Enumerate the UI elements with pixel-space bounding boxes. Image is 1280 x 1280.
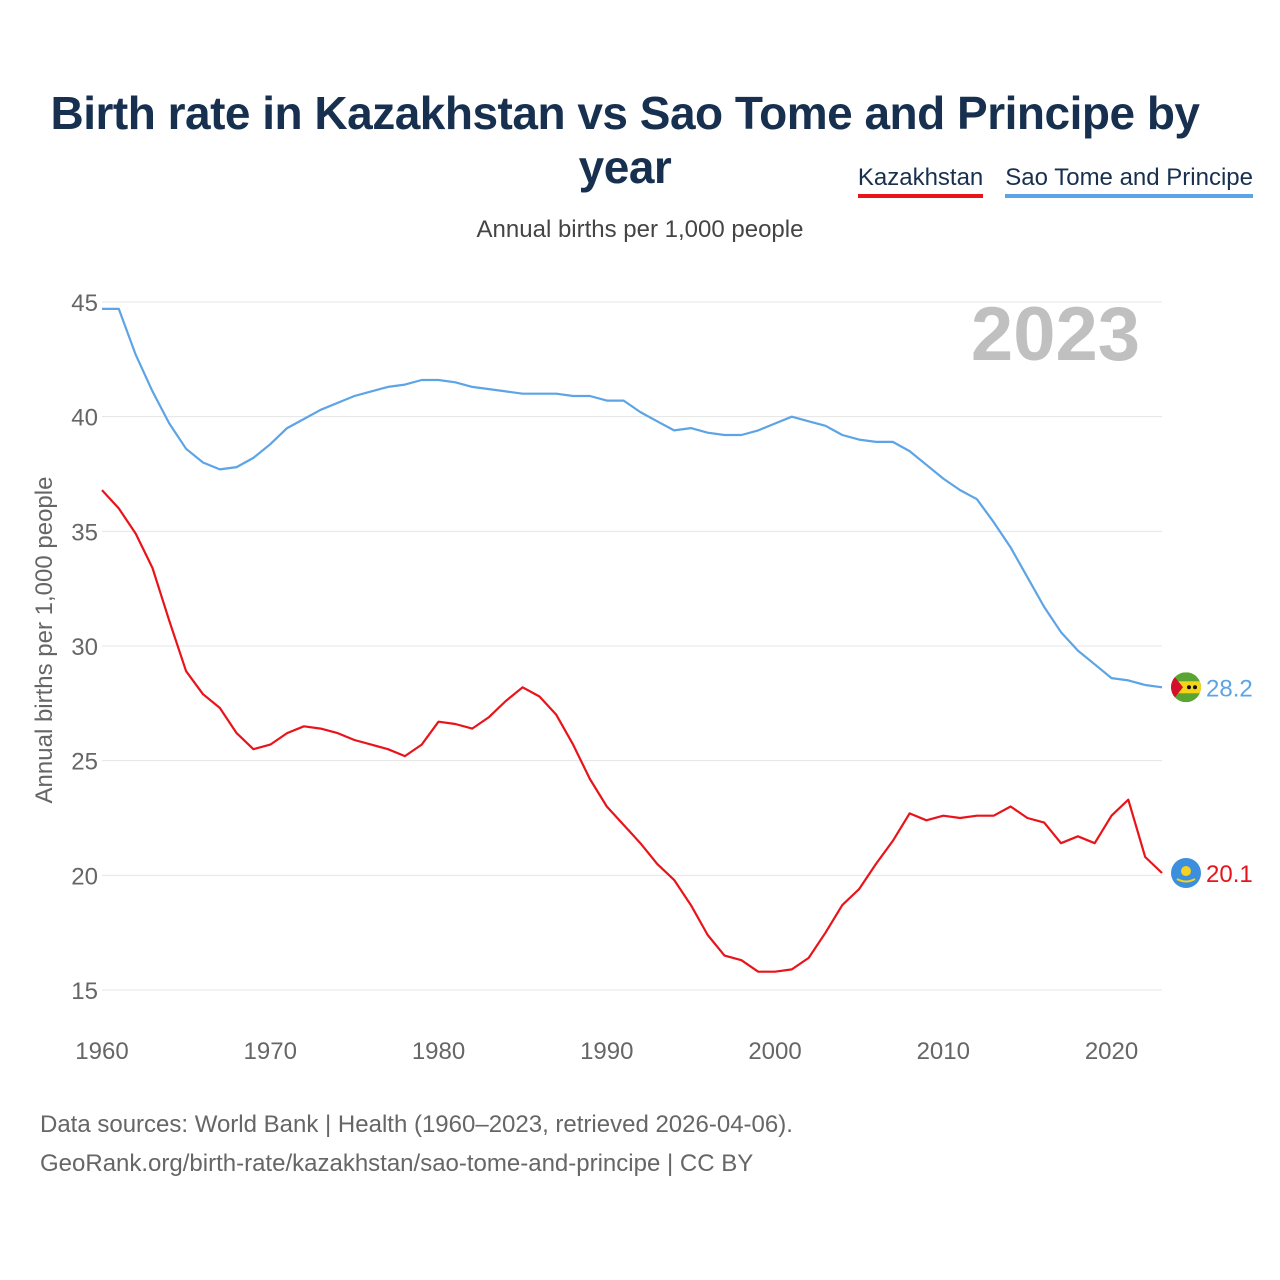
y-tick-labels: 15 20 25 30 35 40 45 <box>71 290 98 1005</box>
x-tick-labels: 1960 1970 1980 1990 2000 2010 2020 <box>75 1038 1138 1065</box>
x-tick-2010: 2010 <box>917 1038 970 1065</box>
y-tick-35: 35 <box>71 519 98 546</box>
flag-icon-kazakhstan <box>1171 858 1201 889</box>
legend-item-kazakhstan[interactable]: Kazakhstan <box>857 164 984 198</box>
x-tick-2020: 2020 <box>1085 1038 1138 1065</box>
y-tick-20: 20 <box>71 863 98 890</box>
chart-title: Birth rate in Kazakhstan vs Sao Tome and… <box>50 87 1200 193</box>
footer-link[interactable]: GeoRank.org/birth-rate/kazakhstan/sao-to… <box>40 1150 754 1177</box>
x-tick-1970: 1970 <box>244 1038 297 1065</box>
end-markers: 20.1 28.2 <box>1171 672 1253 889</box>
year-label: 2023 <box>971 292 1140 377</box>
gridlines <box>102 301 1162 991</box>
series-line-kazakhstan <box>101 489 1163 973</box>
flag-icon-sao-tome-and-principe <box>1171 672 1201 703</box>
y-axis-label: Annual births per 1,000 people <box>31 477 58 804</box>
footer-sources: Data sources: World Bank | Health (1960–… <box>40 1111 793 1138</box>
x-tick-2000: 2000 <box>748 1038 801 1065</box>
series-lines <box>101 307 1163 973</box>
x-tick-1960: 1960 <box>75 1038 128 1065</box>
footer: Data sources: World Bank | Health (1960–… <box>40 1105 793 1183</box>
legend: Kazakhstan Sao Tome and Principe <box>857 164 1253 198</box>
chart-subtitle: Annual births per 1,000 people <box>476 216 804 243</box>
x-tick-1990: 1990 <box>580 1038 633 1065</box>
end-label-kazakhstan: 20.1 <box>1206 861 1253 888</box>
y-tick-45: 45 <box>71 290 98 317</box>
legend-item-sao-tome[interactable]: Sao Tome and Principe <box>1005 164 1253 198</box>
y-tick-25: 25 <box>71 749 98 776</box>
series-line-sao-tome-and-principe <box>102 307 1163 689</box>
y-tick-30: 30 <box>71 634 98 661</box>
end-label-sao-tome-and-principe: 28.2 <box>1206 675 1253 702</box>
y-tick-15: 15 <box>71 978 98 1005</box>
x-tick-1980: 1980 <box>412 1038 465 1065</box>
y-tick-40: 40 <box>71 405 98 432</box>
